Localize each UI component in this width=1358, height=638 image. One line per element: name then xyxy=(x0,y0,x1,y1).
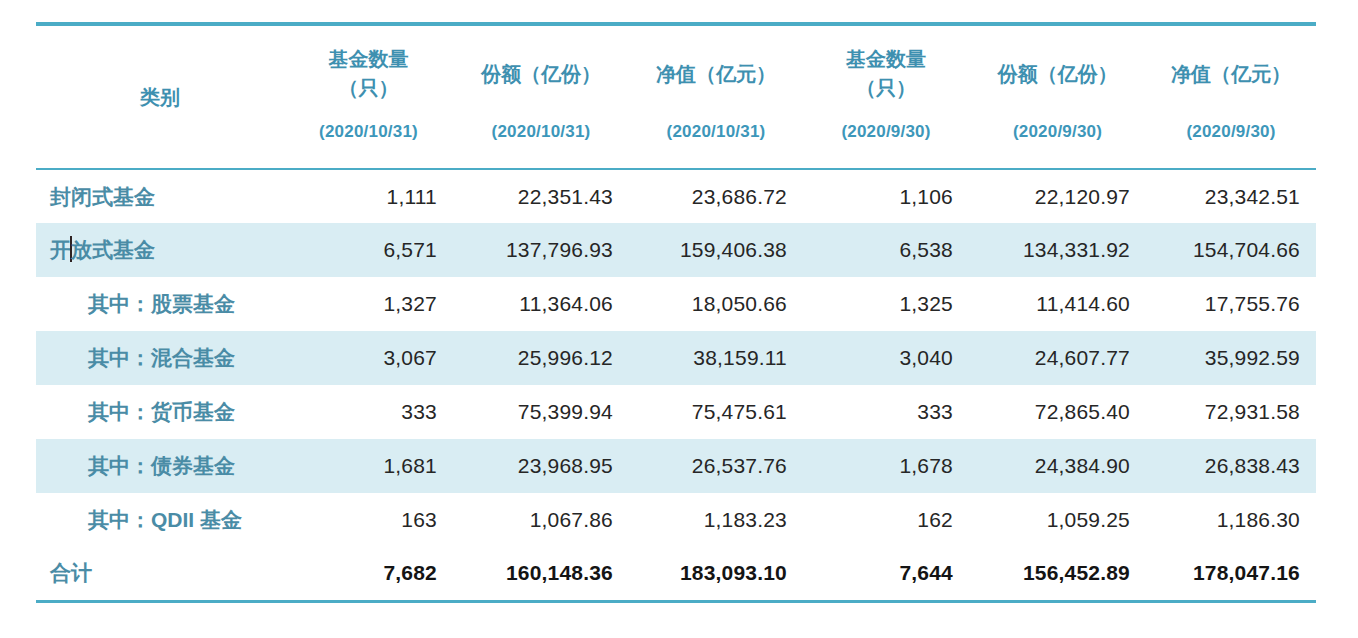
value-cell[interactable]: 3,067 xyxy=(284,331,453,385)
column-header-date: (2020/10/31) xyxy=(453,122,629,168)
value-cell[interactable]: 162 xyxy=(803,493,969,547)
category-cell[interactable]: 其中：混合基金 xyxy=(36,331,284,385)
category-cell[interactable]: 其中：货币基金 xyxy=(36,385,284,439)
value-cell[interactable]: 75,475.61 xyxy=(629,385,803,439)
value-cell[interactable]: 1,067.86 xyxy=(453,493,629,547)
column-header-4: 基金数量 （只）(2020/9/30) xyxy=(803,24,969,169)
category-cell[interactable]: 封闭式基金 xyxy=(36,169,284,223)
value-cell[interactable]: 137,796.93 xyxy=(453,223,629,277)
category-cell[interactable]: 开放式基金 xyxy=(36,223,284,277)
value-cell[interactable]: 38,159.11 xyxy=(629,331,803,385)
value-cell[interactable]: 7,644 xyxy=(803,547,969,601)
table-row: 其中：股票基金1,32711,364.0618,050.661,32511,41… xyxy=(36,277,1316,331)
category-cell[interactable]: 其中：债券基金 xyxy=(36,439,284,493)
value-cell[interactable]: 160,148.36 xyxy=(453,547,629,601)
value-cell[interactable]: 22,120.97 xyxy=(969,169,1146,223)
value-cell[interactable]: 24,607.77 xyxy=(969,331,1146,385)
value-cell[interactable]: 22,351.43 xyxy=(453,169,629,223)
value-cell[interactable]: 18,050.66 xyxy=(629,277,803,331)
value-cell[interactable]: 11,364.06 xyxy=(453,277,629,331)
value-cell[interactable]: 134,331.92 xyxy=(969,223,1146,277)
column-header-date: (2020/9/30) xyxy=(1146,122,1316,168)
table-row: 其中：混合基金3,06725,996.1238,159.113,04024,60… xyxy=(36,331,1316,385)
category-cell[interactable]: 合计 xyxy=(36,547,284,601)
column-header-3: 净值（亿元）(2020/10/31) xyxy=(629,24,803,169)
column-header-date: (2020/9/30) xyxy=(969,122,1146,168)
value-cell[interactable]: 1,059.25 xyxy=(969,493,1146,547)
value-cell[interactable]: 23,968.95 xyxy=(453,439,629,493)
value-cell[interactable]: 1,111 xyxy=(284,169,453,223)
column-header-date: (2020/10/31) xyxy=(629,122,803,168)
value-cell[interactable]: 17,755.76 xyxy=(1146,277,1316,331)
value-cell[interactable]: 159,406.38 xyxy=(629,223,803,277)
value-cell[interactable]: 72,931.58 xyxy=(1146,385,1316,439)
value-cell[interactable]: 11,414.60 xyxy=(969,277,1146,331)
table-row: 其中：QDII 基金1631,067.861,183.231621,059.25… xyxy=(36,493,1316,547)
value-cell[interactable]: 24,384.90 xyxy=(969,439,1146,493)
column-header-5: 份额（亿份）(2020/9/30) xyxy=(969,24,1146,169)
category-cell[interactable]: 其中：股票基金 xyxy=(36,277,284,331)
value-cell[interactable]: 1,106 xyxy=(803,169,969,223)
column-header-label: 基金数量 （只） xyxy=(284,26,453,122)
value-cell[interactable]: 163 xyxy=(284,493,453,547)
value-cell[interactable]: 1,325 xyxy=(803,277,969,331)
value-cell[interactable]: 1,681 xyxy=(284,439,453,493)
document-canvas[interactable]: 类别基金数量 （只）(2020/10/31)份额（亿份）(2020/10/31)… xyxy=(0,0,1358,638)
table-row: 其中：货币基金33375,399.9475,475.6133372,865.40… xyxy=(36,385,1316,439)
column-header-label: 类别 xyxy=(36,26,284,168)
value-cell[interactable]: 75,399.94 xyxy=(453,385,629,439)
value-cell[interactable]: 1,327 xyxy=(284,277,453,331)
value-cell[interactable]: 7,682 xyxy=(284,547,453,601)
column-header-label: 净值（亿元） xyxy=(629,26,803,122)
value-cell[interactable]: 1,183.23 xyxy=(629,493,803,547)
category-cell[interactable]: 其中：QDII 基金 xyxy=(36,493,284,547)
column-header-0: 类别 xyxy=(36,24,284,169)
value-cell[interactable]: 178,047.16 xyxy=(1146,547,1316,601)
column-header-label: 基金数量 （只） xyxy=(803,26,969,122)
value-cell[interactable]: 6,538 xyxy=(803,223,969,277)
table-row: 其中：债券基金1,68123,968.9526,537.761,67824,38… xyxy=(36,439,1316,493)
value-cell[interactable]: 183,093.10 xyxy=(629,547,803,601)
value-cell[interactable]: 154,704.66 xyxy=(1146,223,1316,277)
value-cell[interactable]: 333 xyxy=(803,385,969,439)
column-header-date: (2020/10/31) xyxy=(284,122,453,168)
header-row: 类别基金数量 （只）(2020/10/31)份额（亿份）(2020/10/31)… xyxy=(36,24,1316,169)
column-header-1: 基金数量 （只）(2020/10/31) xyxy=(284,24,453,169)
value-cell[interactable]: 6,571 xyxy=(284,223,453,277)
column-header-date: (2020/9/30) xyxy=(803,122,969,168)
fund-statistics-table: 类别基金数量 （只）(2020/10/31)份额（亿份）(2020/10/31)… xyxy=(36,22,1316,603)
value-cell[interactable]: 3,040 xyxy=(803,331,969,385)
value-cell[interactable]: 25,996.12 xyxy=(453,331,629,385)
table-row: 合计7,682160,148.36183,093.107,644156,452.… xyxy=(36,547,1316,601)
table-row: 封闭式基金1,11122,351.4323,686.721,10622,120.… xyxy=(36,169,1316,223)
value-cell[interactable]: 26,838.43 xyxy=(1146,439,1316,493)
value-cell[interactable]: 23,686.72 xyxy=(629,169,803,223)
fund-statistics-table-wrap: 类别基金数量 （只）(2020/10/31)份额（亿份）(2020/10/31)… xyxy=(36,22,1316,603)
value-cell[interactable]: 333 xyxy=(284,385,453,439)
column-header-2: 份额（亿份）(2020/10/31) xyxy=(453,24,629,169)
value-cell[interactable]: 1,678 xyxy=(803,439,969,493)
table-row: 开放式基金6,571137,796.93159,406.386,538134,3… xyxy=(36,223,1316,277)
value-cell[interactable]: 35,992.59 xyxy=(1146,331,1316,385)
value-cell[interactable]: 23,342.51 xyxy=(1146,169,1316,223)
column-header-label: 净值（亿元） xyxy=(1146,26,1316,122)
value-cell[interactable]: 1,186.30 xyxy=(1146,493,1316,547)
column-header-label: 份额（亿份） xyxy=(453,26,629,122)
text-caret xyxy=(70,236,72,262)
value-cell[interactable]: 26,537.76 xyxy=(629,439,803,493)
column-header-6: 净值（亿元）(2020/9/30) xyxy=(1146,24,1316,169)
value-cell[interactable]: 156,452.89 xyxy=(969,547,1146,601)
column-header-label: 份额（亿份） xyxy=(969,26,1146,122)
value-cell[interactable]: 72,865.40 xyxy=(969,385,1146,439)
